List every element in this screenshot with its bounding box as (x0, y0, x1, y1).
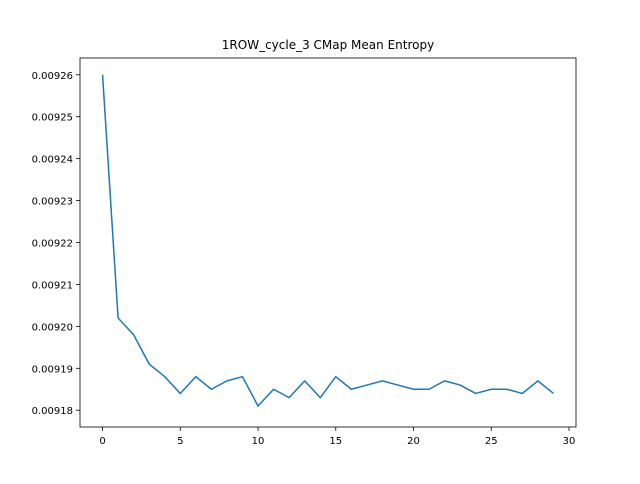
x-tick-label: 25 (485, 436, 498, 447)
chart-title: 1ROW_cycle_3 CMap Mean Entropy (222, 38, 434, 52)
y-tick-label: 0.00925 (32, 113, 73, 124)
y-tick-label: 0.00923 (32, 197, 73, 208)
x-tick-label: 30 (563, 436, 576, 447)
y-tick-label: 0.00920 (32, 322, 73, 333)
y-tick-label: 0.00921 (32, 280, 73, 291)
x-tick-label: 20 (407, 436, 420, 447)
y-tick-label: 0.00922 (32, 239, 73, 250)
x-tick-label: 15 (329, 436, 342, 447)
y-tick-label: 0.00924 (32, 155, 73, 166)
x-tick-label: 5 (177, 436, 183, 447)
axes-frame (79, 57, 577, 428)
plot-area: 0 5 10 15 20 25 30 0.00918 0.00919 0.00920 0.00921… (32, 57, 577, 447)
x-tick-label: 10 (252, 436, 265, 447)
x-tick-label: 0 (99, 436, 105, 447)
y-tick-label: 0.00919 (32, 364, 73, 375)
y-tick-label: 0.00926 (32, 71, 73, 82)
y-tick-label: 0.00918 (32, 406, 73, 417)
series-line (101, 74, 554, 407)
